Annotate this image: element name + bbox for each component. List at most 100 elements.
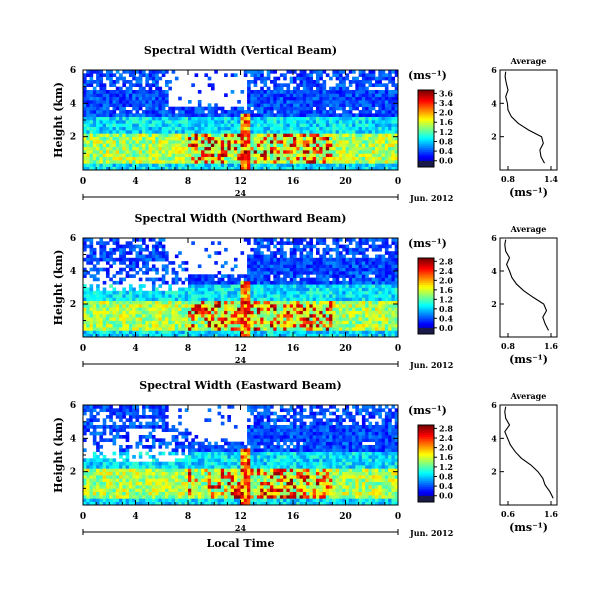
heatmap-cell bbox=[233, 290, 238, 295]
heatmap-cell bbox=[352, 267, 356, 272]
heatmap-cell bbox=[332, 277, 337, 282]
heatmap-cell bbox=[253, 307, 258, 311]
heatmap-cell bbox=[309, 143, 314, 148]
heatmap-cell bbox=[348, 313, 353, 318]
heatmap-cell bbox=[299, 313, 304, 318]
heatmap-cell bbox=[184, 300, 189, 305]
heatmap-cell bbox=[227, 133, 232, 138]
heatmap-cell bbox=[171, 110, 176, 114]
heatmap-cell bbox=[260, 287, 264, 292]
heatmap-cell bbox=[302, 116, 307, 121]
heatmap-cell bbox=[214, 251, 218, 255]
heatmap-cell bbox=[99, 80, 104, 84]
heatmap-cell bbox=[214, 150, 218, 154]
heatmap-cell bbox=[142, 116, 146, 121]
heatmap-cell bbox=[224, 123, 228, 128]
heatmap-cell bbox=[253, 70, 258, 74]
heatmap-cell bbox=[378, 247, 382, 252]
heatmap-cell bbox=[151, 93, 156, 98]
heatmap-cell bbox=[132, 294, 136, 298]
heatmap-cell bbox=[201, 120, 205, 124]
heatmap-cell bbox=[391, 307, 396, 311]
heatmap-cell bbox=[217, 123, 222, 128]
heatmap-cell bbox=[102, 323, 107, 328]
heatmap-cell bbox=[197, 327, 202, 331]
heatmap-cell bbox=[302, 156, 307, 161]
heatmap-cell bbox=[92, 163, 97, 168]
heatmap-cell bbox=[233, 277, 238, 282]
heatmap-cell bbox=[178, 307, 182, 311]
heatmap-cell bbox=[230, 280, 235, 285]
heatmap-cell bbox=[332, 96, 337, 101]
heatmap-cell bbox=[99, 150, 104, 154]
heatmap-cell bbox=[165, 103, 169, 108]
x-tick-label: 0 bbox=[395, 344, 401, 354]
heatmap-cell bbox=[138, 294, 143, 298]
heatmap-cell bbox=[247, 287, 251, 292]
heatmap-cell bbox=[279, 264, 284, 269]
heatmap-cell bbox=[319, 83, 323, 88]
heatmap-cell bbox=[174, 153, 179, 158]
heatmap-cell bbox=[201, 304, 205, 308]
heatmap-cell bbox=[256, 280, 261, 285]
heatmap-cell bbox=[247, 310, 251, 315]
heatmap-cell bbox=[227, 313, 232, 318]
heatmap-cell bbox=[384, 163, 389, 168]
heatmap-cell bbox=[105, 110, 110, 114]
heatmap-cell bbox=[279, 143, 284, 148]
heatmap-cell bbox=[230, 327, 235, 331]
heatmap-cell bbox=[332, 310, 337, 315]
heatmap-cell bbox=[151, 96, 156, 101]
heatmap-cell bbox=[371, 103, 376, 108]
heatmap-cell bbox=[256, 290, 261, 295]
heatmap-cell bbox=[161, 166, 166, 171]
heatmap-cell bbox=[89, 297, 94, 302]
heatmap-cell bbox=[99, 136, 104, 141]
heatmap-cell bbox=[378, 113, 382, 118]
heatmap-cell bbox=[158, 313, 163, 318]
heatmap-cell bbox=[250, 333, 254, 338]
heatmap-cell bbox=[329, 294, 333, 298]
heatmap-cell bbox=[181, 310, 186, 315]
heatmap-cell bbox=[224, 130, 228, 134]
heatmap-cell bbox=[365, 261, 369, 265]
heatmap-cell bbox=[119, 290, 123, 295]
heatmap-cell bbox=[368, 76, 373, 81]
heatmap-cell bbox=[355, 327, 359, 331]
heatmap-cell bbox=[266, 143, 271, 148]
heatmap-cell bbox=[128, 247, 133, 252]
heatmap-cell bbox=[293, 110, 297, 114]
heatmap-cell bbox=[174, 120, 179, 124]
heatmap-cell bbox=[296, 116, 300, 121]
heatmap-cell bbox=[384, 166, 389, 171]
heatmap-cell bbox=[384, 277, 389, 282]
heatmap-cell bbox=[135, 290, 140, 295]
heatmap-cell bbox=[273, 333, 277, 338]
heatmap-cell bbox=[83, 313, 87, 318]
heatmap-cell bbox=[256, 146, 261, 151]
heatmap-cell bbox=[142, 133, 146, 138]
heatmap-cell bbox=[358, 280, 363, 285]
heatmap-cell bbox=[115, 143, 120, 148]
heatmap-cell bbox=[237, 297, 241, 302]
heatmap-cell bbox=[378, 277, 382, 282]
heatmap-cell bbox=[250, 80, 254, 84]
heatmap-cell bbox=[273, 116, 277, 121]
heatmap-cell bbox=[112, 106, 117, 111]
heatmap-cell bbox=[105, 320, 110, 325]
heatmap-cell bbox=[142, 130, 146, 134]
heatmap-cell bbox=[263, 133, 268, 138]
heatmap-cell bbox=[378, 304, 382, 308]
heatmap-cell bbox=[361, 274, 366, 278]
heatmap-cell bbox=[165, 166, 169, 171]
heatmap-cell bbox=[299, 140, 304, 144]
heatmap-cell bbox=[115, 146, 120, 151]
heatmap-cell bbox=[135, 310, 140, 315]
heatmap-cell bbox=[217, 163, 222, 168]
heatmap-cell bbox=[309, 156, 314, 161]
heatmap-cell bbox=[384, 290, 389, 295]
heatmap-cell bbox=[197, 300, 202, 305]
heatmap-cell bbox=[151, 150, 156, 154]
heatmap-cell bbox=[243, 274, 248, 278]
heatmap-cell bbox=[375, 317, 379, 321]
